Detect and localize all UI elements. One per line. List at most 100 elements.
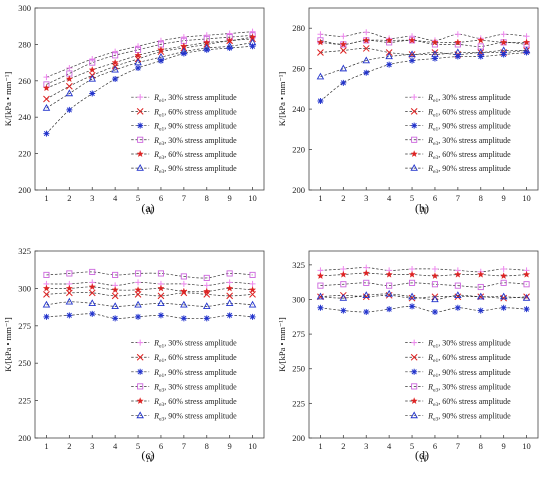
data-point xyxy=(317,49,324,56)
data-point xyxy=(134,270,142,277)
legend-marker xyxy=(411,368,418,375)
data-point xyxy=(386,61,393,68)
legend-label: Re3, 30% stress amplitude xyxy=(427,382,511,393)
figure-panels: 200 220 240 260 280 300 1 2 3 4 5 6 7 8 9 10 N K/[kPa • m… xyxy=(3,3,539,465)
data-point xyxy=(408,36,416,44)
data-point xyxy=(339,47,347,54)
legend-item-2: Re1, 60% stress amplitude xyxy=(405,107,511,118)
y-tick-label: 260 xyxy=(292,64,305,74)
legend-item-2: Re1, 60% stress amplitude xyxy=(131,107,237,118)
data-point xyxy=(134,58,142,66)
legend-marker xyxy=(411,383,418,390)
legend-item-3: Re1, 90% stress amplitude xyxy=(131,122,237,133)
data-point xyxy=(454,48,462,56)
plot-frame xyxy=(34,250,265,439)
chart-panel-1: 200 220 240 260 280 300 1 2 3 4 5 6 7 8 9 10 N K/[kPa • m… xyxy=(3,3,265,217)
data-point xyxy=(385,36,393,44)
data-point xyxy=(112,52,119,59)
legend-label: Re1, 90% stress amplitude xyxy=(427,368,511,379)
legend-item-6: Re3, 90% stress amplitude xyxy=(405,411,511,423)
x-tick-label: 9 xyxy=(228,441,232,451)
data-point xyxy=(249,43,256,50)
data-point xyxy=(88,66,96,73)
data-point xyxy=(408,292,416,300)
legend-label: Re3, 90% stress amplitude xyxy=(153,412,237,423)
legend-item-3: Re1, 90% stress amplitude xyxy=(405,368,511,379)
data-point xyxy=(157,53,165,60)
series-line xyxy=(320,293,527,300)
legend-item-4: Re3, 30% stress amplitude xyxy=(131,382,237,393)
legend: Re1, 30% stress amplitude Re1, 60% stress… xyxy=(131,339,237,423)
legend-marker xyxy=(410,108,418,115)
x-tick-label: 10 xyxy=(248,193,257,203)
data-point xyxy=(88,289,96,297)
data-point xyxy=(157,57,164,64)
data-point xyxy=(316,292,325,300)
data-point xyxy=(499,46,508,54)
data-point xyxy=(157,284,165,292)
legend-label: Re1, 60% stress amplitude xyxy=(427,107,511,118)
legend-marker xyxy=(136,108,144,115)
data-point xyxy=(66,106,73,113)
data-point xyxy=(454,304,461,311)
data-point xyxy=(500,294,508,302)
x-tick-label: 5 xyxy=(136,193,140,203)
data-point xyxy=(157,46,165,53)
series-line xyxy=(320,272,527,277)
data-point xyxy=(523,281,530,288)
data-point xyxy=(226,284,234,292)
data-point xyxy=(340,33,347,40)
data-point xyxy=(135,313,142,320)
x-axis-label: N xyxy=(145,455,153,465)
chart-panel-3: 200 225 250 275 300 325 1 2 3 4 5 6 7 8 9 10 N K/[kPa • m… xyxy=(3,246,265,465)
series-6 xyxy=(316,46,531,80)
x-tick-label: 2 xyxy=(67,441,71,451)
data-point xyxy=(476,292,485,300)
chart-panel-2: 200 220 240 260 280 1 2 3 4 5 6 7 8 9 10 N K/[kPa • mm⁻¹… xyxy=(277,7,539,217)
data-point xyxy=(339,293,348,301)
legend: Re1, 30% stress amplitude Re1, 60% stress… xyxy=(405,339,511,423)
y-tick-label: 275 xyxy=(18,321,31,331)
series-line xyxy=(320,31,527,41)
legend-item-4: Re3, 30% stress amplitude xyxy=(405,382,511,393)
data-point xyxy=(134,51,142,59)
series-4 xyxy=(43,32,256,88)
x-tick-label: 4 xyxy=(387,193,392,203)
data-point xyxy=(157,292,165,300)
data-point xyxy=(88,74,97,82)
data-point xyxy=(249,313,256,320)
data-point xyxy=(42,300,51,308)
data-point xyxy=(317,98,324,105)
legend-item-1: Re1, 30% stress amplitude xyxy=(405,339,511,350)
data-point xyxy=(88,299,97,307)
data-point xyxy=(203,315,210,322)
legend-item-5: Re3, 60% stress amplitude xyxy=(131,150,237,161)
data-point xyxy=(500,51,507,58)
legend-label: Re1, 30% stress amplitude xyxy=(427,93,511,104)
x-tick-label: 7 xyxy=(182,441,186,451)
x-axis-label: N xyxy=(145,207,153,217)
data-point xyxy=(523,306,530,313)
legend-item-2: Re1, 60% stress amplitude xyxy=(131,353,237,364)
x-tick-label: 2 xyxy=(67,193,71,203)
data-point xyxy=(43,74,50,81)
data-point xyxy=(454,291,462,298)
panel-label: (a) xyxy=(141,201,154,215)
legend-marker xyxy=(136,353,144,361)
legend-marker xyxy=(410,150,418,157)
data-point xyxy=(408,294,416,302)
series-line xyxy=(46,286,253,293)
data-point xyxy=(180,273,187,280)
legend-item-6: Re3, 90% stress amplitude xyxy=(131,411,237,423)
series-line xyxy=(46,45,253,134)
data-point xyxy=(339,40,347,48)
data-point xyxy=(363,29,370,36)
legend-label: Re1, 30% stress amplitude xyxy=(427,339,511,350)
data-point xyxy=(523,38,531,46)
data-point xyxy=(249,280,256,287)
data-point xyxy=(65,75,73,82)
data-point xyxy=(89,55,96,62)
data-point xyxy=(317,282,324,289)
legend-item-1: Re1, 30% stress amplitude xyxy=(405,93,511,104)
data-point xyxy=(431,308,438,315)
